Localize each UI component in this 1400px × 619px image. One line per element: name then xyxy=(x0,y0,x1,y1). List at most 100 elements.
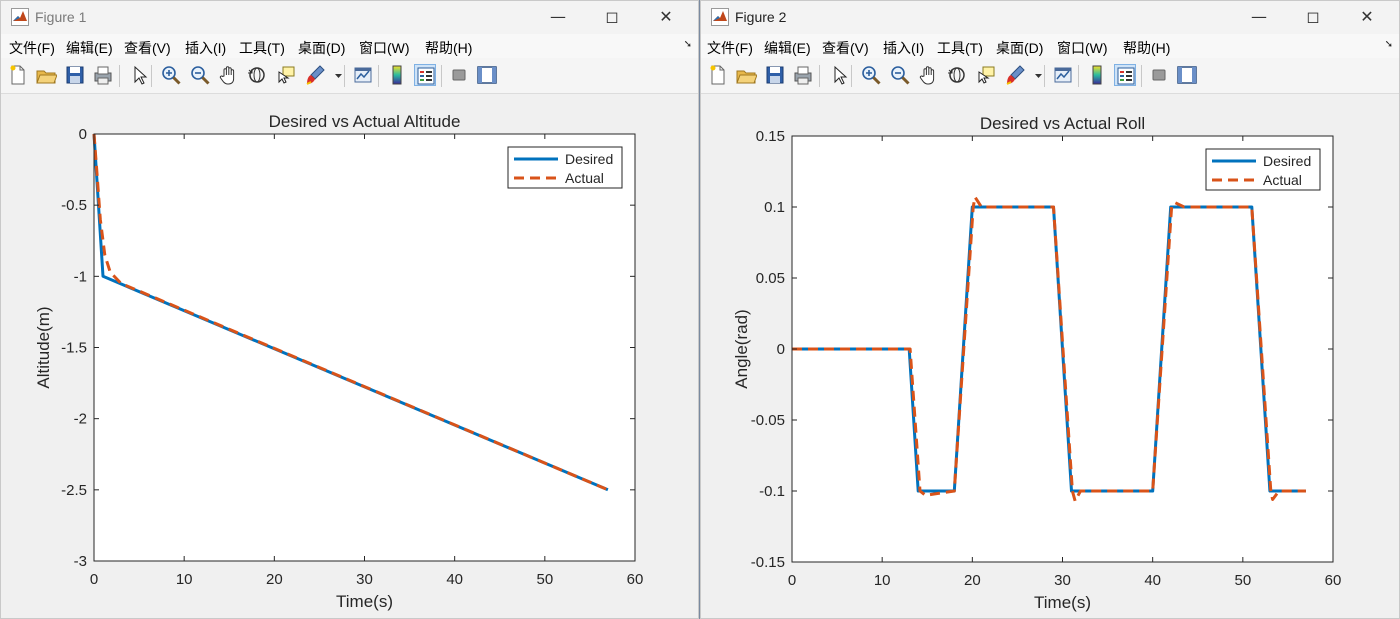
x-tick-label: 20 xyxy=(964,572,981,589)
maximize-button[interactable]: ◻ xyxy=(605,7,619,26)
hide-plot-tools-icon[interactable] xyxy=(448,64,470,86)
menu-window[interactable]: 窗口(W) xyxy=(359,40,410,56)
matlab-icon xyxy=(11,8,29,26)
menu-help[interactable]: 帮助(H) xyxy=(1123,40,1171,56)
minimize-button[interactable]: — xyxy=(1251,7,1267,26)
colorbar-icon[interactable] xyxy=(386,64,408,86)
menu-desktop[interactable]: 桌面(D) xyxy=(298,40,346,56)
y-tick-label: -1.5 xyxy=(61,340,87,357)
minimize-button[interactable]: — xyxy=(550,7,566,26)
y-tick-label: -0.15 xyxy=(751,554,785,571)
plot-area xyxy=(94,134,635,561)
y-tick-label: -2 xyxy=(74,411,87,428)
show-plot-tools-icon[interactable] xyxy=(476,64,498,86)
menu-help[interactable]: 帮助(H) xyxy=(425,40,473,56)
colorbar-icon[interactable] xyxy=(1086,64,1108,86)
brush-icon[interactable] xyxy=(1004,64,1026,86)
toolbar-separator xyxy=(1044,65,1045,87)
y-tick-label: 0.15 xyxy=(756,128,785,145)
legend-icon[interactable] xyxy=(1114,64,1136,86)
hide-plot-tools-icon[interactable] xyxy=(1148,64,1170,86)
menu-edit[interactable]: 编辑(E) xyxy=(764,40,811,56)
toolbar-separator xyxy=(151,65,152,87)
zoom-out-icon[interactable] xyxy=(889,64,911,86)
save-icon[interactable] xyxy=(764,64,786,86)
dock-arrow-icon[interactable]: ➘ xyxy=(1384,39,1393,50)
title-bar[interactable]: Figure 1 — ◻ ✕ xyxy=(1,1,698,34)
data-cursor-icon[interactable] xyxy=(975,64,997,86)
brush-icon[interactable] xyxy=(304,64,326,86)
figure-2-window: Figure 2 — ◻ ✕ 文件(F) 编辑(E) 查看(V) 插入(I) 工… xyxy=(700,0,1400,619)
open-file-icon[interactable] xyxy=(735,64,757,86)
edit-plot-arrow-icon[interactable] xyxy=(128,64,150,86)
toolbar-separator xyxy=(119,65,120,87)
legend-box xyxy=(507,146,623,189)
legend-icon[interactable] xyxy=(414,64,436,86)
menu-view[interactable]: 查看(V) xyxy=(124,40,171,56)
zoom-out-icon[interactable] xyxy=(189,64,211,86)
link-plot-icon[interactable] xyxy=(1052,64,1074,86)
menu-insert[interactable]: 插入(I) xyxy=(883,40,925,56)
maximize-button[interactable]: ◻ xyxy=(1306,7,1320,26)
menu-file[interactable]: 文件(F) xyxy=(9,40,55,56)
new-figure-icon[interactable] xyxy=(7,64,29,86)
x-tick-label: 10 xyxy=(176,571,193,588)
dock-arrow-icon[interactable]: ➘ xyxy=(683,39,692,50)
y-axis-label: Altitude(m) xyxy=(34,306,53,388)
show-plot-tools-icon[interactable] xyxy=(1176,64,1198,86)
menu-window[interactable]: 窗口(W) xyxy=(1057,40,1108,56)
menu-tools[interactable]: 工具(T) xyxy=(937,40,983,56)
toolbar-separator xyxy=(1078,65,1079,87)
x-tick-label: 60 xyxy=(627,571,644,588)
close-button[interactable]: ✕ xyxy=(1360,7,1374,26)
chart-title: Desired vs Actual Altitude xyxy=(269,112,461,131)
menu-tools[interactable]: 工具(T) xyxy=(239,40,285,56)
altitude-chart: 0 10 20 30 40 50 60 0 -0.5 -1 -1.5 -2 -2.5 -3 Desired … xyxy=(34,112,644,611)
y-tick-label: 0 xyxy=(79,126,87,143)
zoom-in-icon[interactable] xyxy=(160,64,182,86)
rotate-3d-icon[interactable] xyxy=(246,64,268,86)
menu-insert[interactable]: 插入(I) xyxy=(185,40,227,56)
brush-dropdown-icon[interactable] xyxy=(1034,64,1043,86)
pan-hand-icon[interactable] xyxy=(918,64,940,86)
legend: Desired Actual xyxy=(1205,148,1321,191)
brush-dropdown-icon[interactable] xyxy=(334,64,343,86)
legend-label-desired: Desired xyxy=(1263,153,1311,169)
data-cursor-icon[interactable] xyxy=(275,64,297,86)
figure-canvas: 0 10 20 30 40 50 60 0 -0.5 -1 -1.5 -2 -2.5 -3 Desired … xyxy=(1,94,698,618)
figure-1-window: Figure 1 — ◻ ✕ 文件(F) 编辑(E) 查看(V) 插入(I) 工… xyxy=(0,0,699,619)
x-tick-label: 50 xyxy=(536,571,553,588)
x-tick-label: 0 xyxy=(788,572,796,589)
menu-bar: 文件(F) 编辑(E) 查看(V) 插入(I) 工具(T) 桌面(D) 窗口(W… xyxy=(701,34,1399,58)
menu-view[interactable]: 查看(V) xyxy=(822,40,869,56)
edit-plot-arrow-icon[interactable] xyxy=(828,64,850,86)
chart-title: Desired vs Actual Roll xyxy=(980,114,1145,133)
zoom-in-icon[interactable] xyxy=(860,64,882,86)
close-button[interactable]: ✕ xyxy=(659,7,673,26)
window-title: Figure 2 xyxy=(735,9,787,25)
menu-file[interactable]: 文件(F) xyxy=(707,40,753,56)
pan-hand-icon[interactable] xyxy=(218,64,240,86)
roll-chart: 0 10 20 30 40 50 60 0.15 0.1 0.05 0 -0.05 -0.1 -0.15 D… xyxy=(732,114,1341,612)
toolbar-separator xyxy=(1141,65,1142,87)
open-file-icon[interactable] xyxy=(35,64,57,86)
menu-desktop[interactable]: 桌面(D) xyxy=(996,40,1044,56)
x-tick-label: 30 xyxy=(356,571,373,588)
legend-label-actual: Actual xyxy=(565,170,604,186)
figure-toolbar xyxy=(1,58,698,94)
legend-label-desired: Desired xyxy=(565,151,613,167)
print-icon[interactable] xyxy=(792,64,814,86)
print-icon[interactable] xyxy=(92,64,114,86)
new-figure-icon[interactable] xyxy=(707,64,729,86)
toolbar-separator xyxy=(851,65,852,87)
rotate-3d-icon[interactable] xyxy=(946,64,968,86)
link-plot-icon[interactable] xyxy=(352,64,374,86)
y-tick-label: -3 xyxy=(74,553,87,570)
figure-canvas: 0 10 20 30 40 50 60 0.15 0.1 0.05 0 -0.05 -0.1 -0.15 D… xyxy=(701,96,1399,618)
menu-edit[interactable]: 编辑(E) xyxy=(66,40,113,56)
save-icon[interactable] xyxy=(64,64,86,86)
title-bar[interactable]: Figure 2 — ◻ ✕ xyxy=(701,1,1399,34)
series-line-actual xyxy=(92,133,609,492)
y-axis-label: Angle(rad) xyxy=(732,309,751,388)
x-tick-label: 20 xyxy=(266,571,283,588)
